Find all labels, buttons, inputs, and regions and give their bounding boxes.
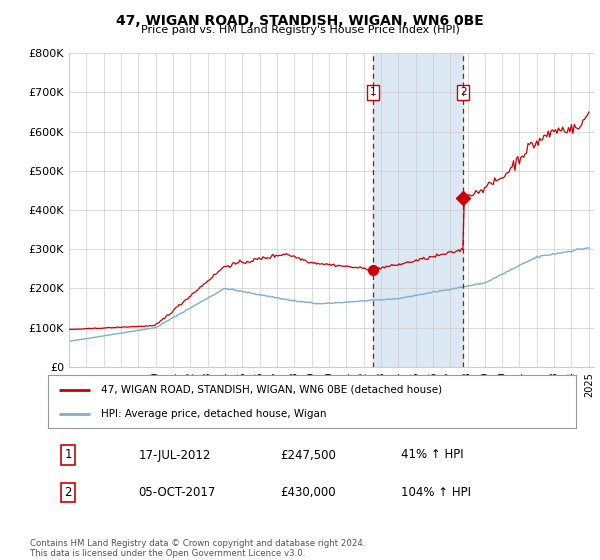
- Bar: [373, 53, 463, 367]
- Text: 17-JUL-2012: 17-JUL-2012: [139, 449, 211, 461]
- Text: 1: 1: [64, 449, 72, 461]
- Text: 41% ↑ HPI: 41% ↑ HPI: [401, 449, 463, 461]
- Text: Contains HM Land Registry data © Crown copyright and database right 2024.
This d: Contains HM Land Registry data © Crown c…: [30, 539, 365, 558]
- Text: 47, WIGAN ROAD, STANDISH, WIGAN, WN6 0BE (detached house): 47, WIGAN ROAD, STANDISH, WIGAN, WN6 0BE…: [101, 385, 442, 395]
- Text: £430,000: £430,000: [280, 486, 335, 499]
- Text: 47, WIGAN ROAD, STANDISH, WIGAN, WN6 0BE: 47, WIGAN ROAD, STANDISH, WIGAN, WN6 0BE: [116, 14, 484, 28]
- Text: HPI: Average price, detached house, Wigan: HPI: Average price, detached house, Wiga…: [101, 409, 326, 419]
- Text: 2: 2: [460, 87, 466, 97]
- Text: 05-OCT-2017: 05-OCT-2017: [139, 486, 216, 499]
- Text: 1: 1: [370, 87, 376, 97]
- Text: 104% ↑ HPI: 104% ↑ HPI: [401, 486, 471, 499]
- Text: £247,500: £247,500: [280, 449, 336, 461]
- Text: Price paid vs. HM Land Registry's House Price Index (HPI): Price paid vs. HM Land Registry's House …: [140, 25, 460, 35]
- Text: 2: 2: [64, 486, 72, 499]
